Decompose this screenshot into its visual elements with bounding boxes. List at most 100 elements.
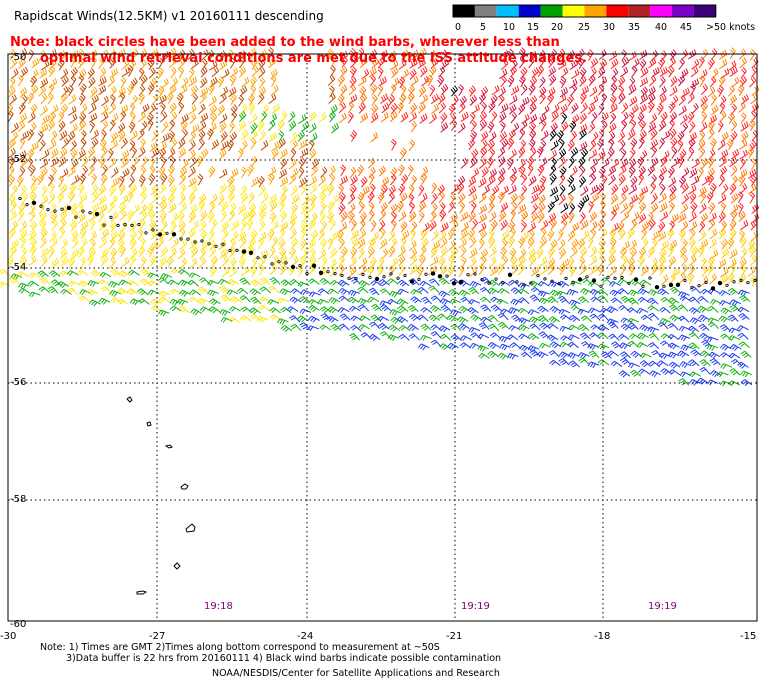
- wind-barb: [239, 184, 248, 196]
- wind-barb: [598, 313, 609, 321]
- wind-barb: [100, 248, 109, 259]
- wind-barb: [348, 47, 356, 60]
- wind-barb: [590, 158, 599, 169]
- wind-barb: [308, 139, 315, 152]
- scale-label: 40: [655, 22, 667, 33]
- wind-barb: [359, 211, 367, 224]
- wind-barb: [41, 114, 50, 125]
- wind-barb: [250, 296, 262, 305]
- wind-barb: [51, 219, 58, 231]
- wind-barb: [18, 282, 30, 290]
- wind-barb: [558, 59, 567, 70]
- wind-barb: [517, 204, 527, 215]
- wind-barb: [229, 306, 241, 312]
- wind-barb: [688, 238, 696, 250]
- wind-barb: [519, 344, 531, 352]
- wind-barb: [120, 76, 127, 89]
- wind-barb: [511, 314, 523, 322]
- wind-barb: [397, 246, 406, 258]
- wind-barb: [248, 103, 256, 115]
- wind-barb: [729, 156, 738, 168]
- wind-barb: [371, 94, 378, 107]
- wind-barb: [158, 142, 167, 152]
- wind-barb: [677, 130, 685, 143]
- wind-barb: [318, 112, 327, 123]
- wind-barb: [678, 315, 690, 323]
- wind-barb: [529, 323, 541, 331]
- wind-barb: [378, 165, 387, 177]
- wind-barb: [537, 280, 550, 287]
- flag-circle: [347, 276, 351, 280]
- wind-barb: [730, 120, 738, 132]
- wind-barb: [729, 66, 738, 77]
- wind-barb: [220, 140, 229, 151]
- wind-barb: [220, 210, 228, 223]
- wind-barb: [260, 192, 269, 204]
- flag-circle: [529, 281, 533, 285]
- wind-barb: [367, 247, 375, 259]
- wind-barb: [651, 146, 658, 158]
- wind-barb: [570, 69, 580, 80]
- island-outline: [146, 421, 152, 427]
- wind-barb: [191, 123, 200, 134]
- wind-barb: [247, 93, 255, 106]
- wind-barb: [408, 313, 421, 321]
- flag-circle: [66, 205, 72, 211]
- wind-barb: [400, 111, 409, 123]
- wind-barb: [479, 229, 487, 241]
- wind-barb: [706, 174, 715, 186]
- wind-barb: [448, 289, 460, 297]
- wind-barb: [270, 68, 278, 80]
- wind-barb: [357, 304, 370, 312]
- wind-barb: [708, 238, 717, 249]
- wind-barb: [497, 352, 510, 360]
- wind-barb: [160, 173, 168, 185]
- wind-barb: [609, 289, 622, 297]
- wind-barb: [390, 166, 398, 179]
- wind-barb: [438, 102, 446, 114]
- wind-barb: [199, 256, 207, 269]
- wind-barb: [667, 297, 680, 305]
- wind-barb: [651, 263, 659, 276]
- wind-barb: [509, 173, 517, 186]
- wind-barb: [558, 308, 571, 315]
- wind-barb: [588, 149, 598, 160]
- wind-barb: [507, 75, 515, 88]
- wind-barb: [559, 314, 572, 321]
- wind-barb: [647, 326, 659, 334]
- wind-barb: [59, 130, 68, 141]
- wind-barb: [709, 138, 717, 150]
- wind-barb: [307, 239, 316, 250]
- wind-barb: [209, 104, 218, 116]
- wind-barb: [608, 246, 617, 259]
- wind-barb: [8, 86, 16, 98]
- wind-barb: [431, 182, 438, 195]
- wind-barb: [140, 256, 147, 269]
- flag-circle: [256, 256, 260, 260]
- wind-barb: [109, 68, 119, 79]
- wind-barb: [338, 255, 345, 268]
- wind-barb: [17, 121, 26, 133]
- wind-barb: [40, 255, 48, 268]
- wind-barb: [410, 120, 417, 133]
- wind-barb: [637, 192, 645, 205]
- wind-barb: [450, 247, 459, 258]
- wind-barb: [387, 94, 396, 107]
- wind-barb: [71, 175, 80, 186]
- wind-barb: [527, 156, 535, 169]
- wind-barb: [667, 351, 680, 359]
- wind-barb: [219, 148, 227, 160]
- wind-barb: [596, 138, 604, 151]
- map-title: Rapidscat Winds(12.5KM) v1 20160111 desc…: [14, 9, 324, 23]
- scale-label: 5: [480, 22, 486, 33]
- wind-barb: [747, 168, 757, 179]
- wind-barb: [670, 75, 678, 87]
- wind-barb: [657, 288, 670, 296]
- wind-barb: [391, 67, 399, 79]
- wind-barb: [458, 84, 464, 96]
- wind-barb: [71, 237, 79, 249]
- wind-barb: [157, 57, 164, 70]
- wind-barb: [497, 191, 505, 204]
- wind-barb: [538, 256, 548, 268]
- wind-barb: [178, 279, 191, 287]
